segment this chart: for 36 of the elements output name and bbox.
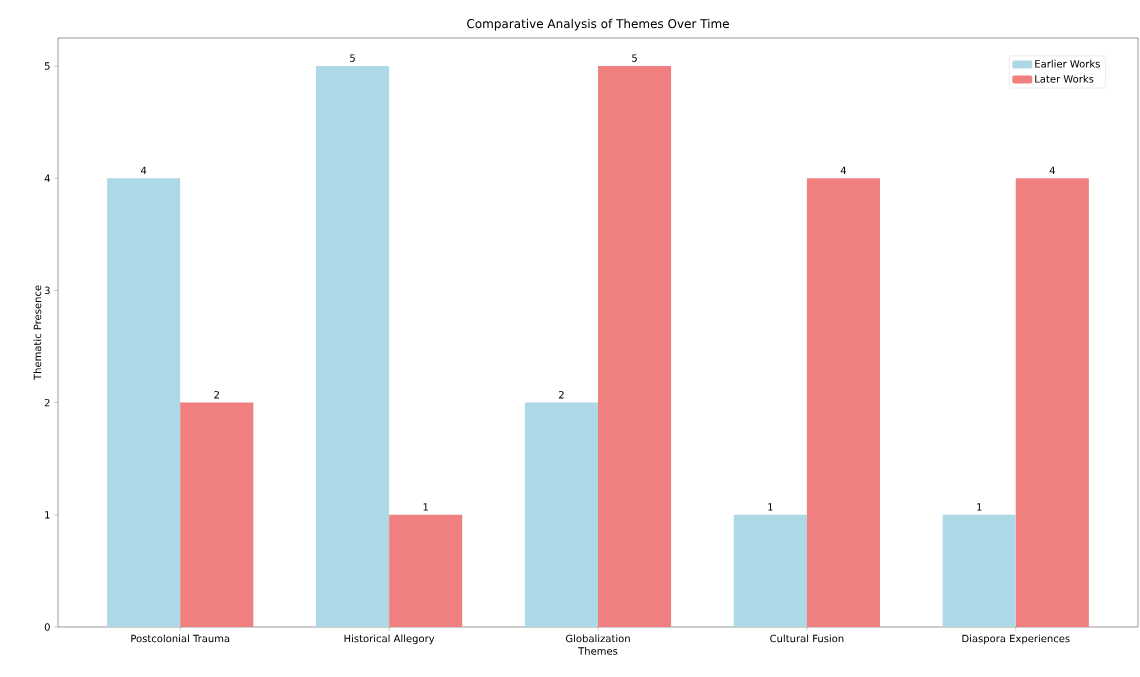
x-tick-label: Historical Allegory (344, 634, 435, 645)
data-label: 4 (1049, 166, 1055, 175)
bar (389, 514, 463, 627)
bar (806, 178, 880, 627)
data-label: 1 (977, 503, 982, 511)
data-label: 4 (140, 166, 147, 175)
bar (315, 66, 390, 627)
y-tick-label: 0 (44, 623, 50, 631)
chart-title: Comparative Analysis of Themes Over Time (467, 18, 729, 31)
y-tick-label: 4 (44, 174, 50, 182)
bar (107, 178, 181, 627)
bar (598, 66, 672, 627)
legend-label: Earlier Works (1035, 59, 1100, 68)
data-label: 2 (558, 390, 564, 399)
bar (180, 402, 254, 627)
data-label: 4 (840, 166, 847, 175)
bar (733, 514, 807, 627)
data-label: 1 (423, 503, 428, 511)
x-tick-label: Cultural Fusion (770, 634, 844, 643)
bar (1015, 178, 1089, 627)
y-tick-label: 2 (44, 398, 50, 407)
data-label: 1 (768, 503, 773, 511)
y-tick-label: 3 (44, 286, 50, 295)
x-tick-label: Postcolonial Trauma (131, 634, 230, 643)
data-label: 2 (214, 390, 219, 399)
y-tick-label: 5 (44, 62, 50, 70)
y-tick-label: 1 (45, 511, 50, 519)
bar (524, 402, 598, 627)
legend-label: Later Works (1035, 74, 1094, 83)
y-axis-title: Thematic Presence (33, 285, 42, 381)
x-axis-title: Themes (578, 647, 618, 655)
x-tick-label: Globalization (565, 634, 630, 643)
data-label: 5 (632, 54, 637, 62)
data-label: 5 (350, 54, 355, 62)
x-tick-label: Diaspora Experiences (962, 634, 1070, 645)
bar (942, 514, 1016, 627)
